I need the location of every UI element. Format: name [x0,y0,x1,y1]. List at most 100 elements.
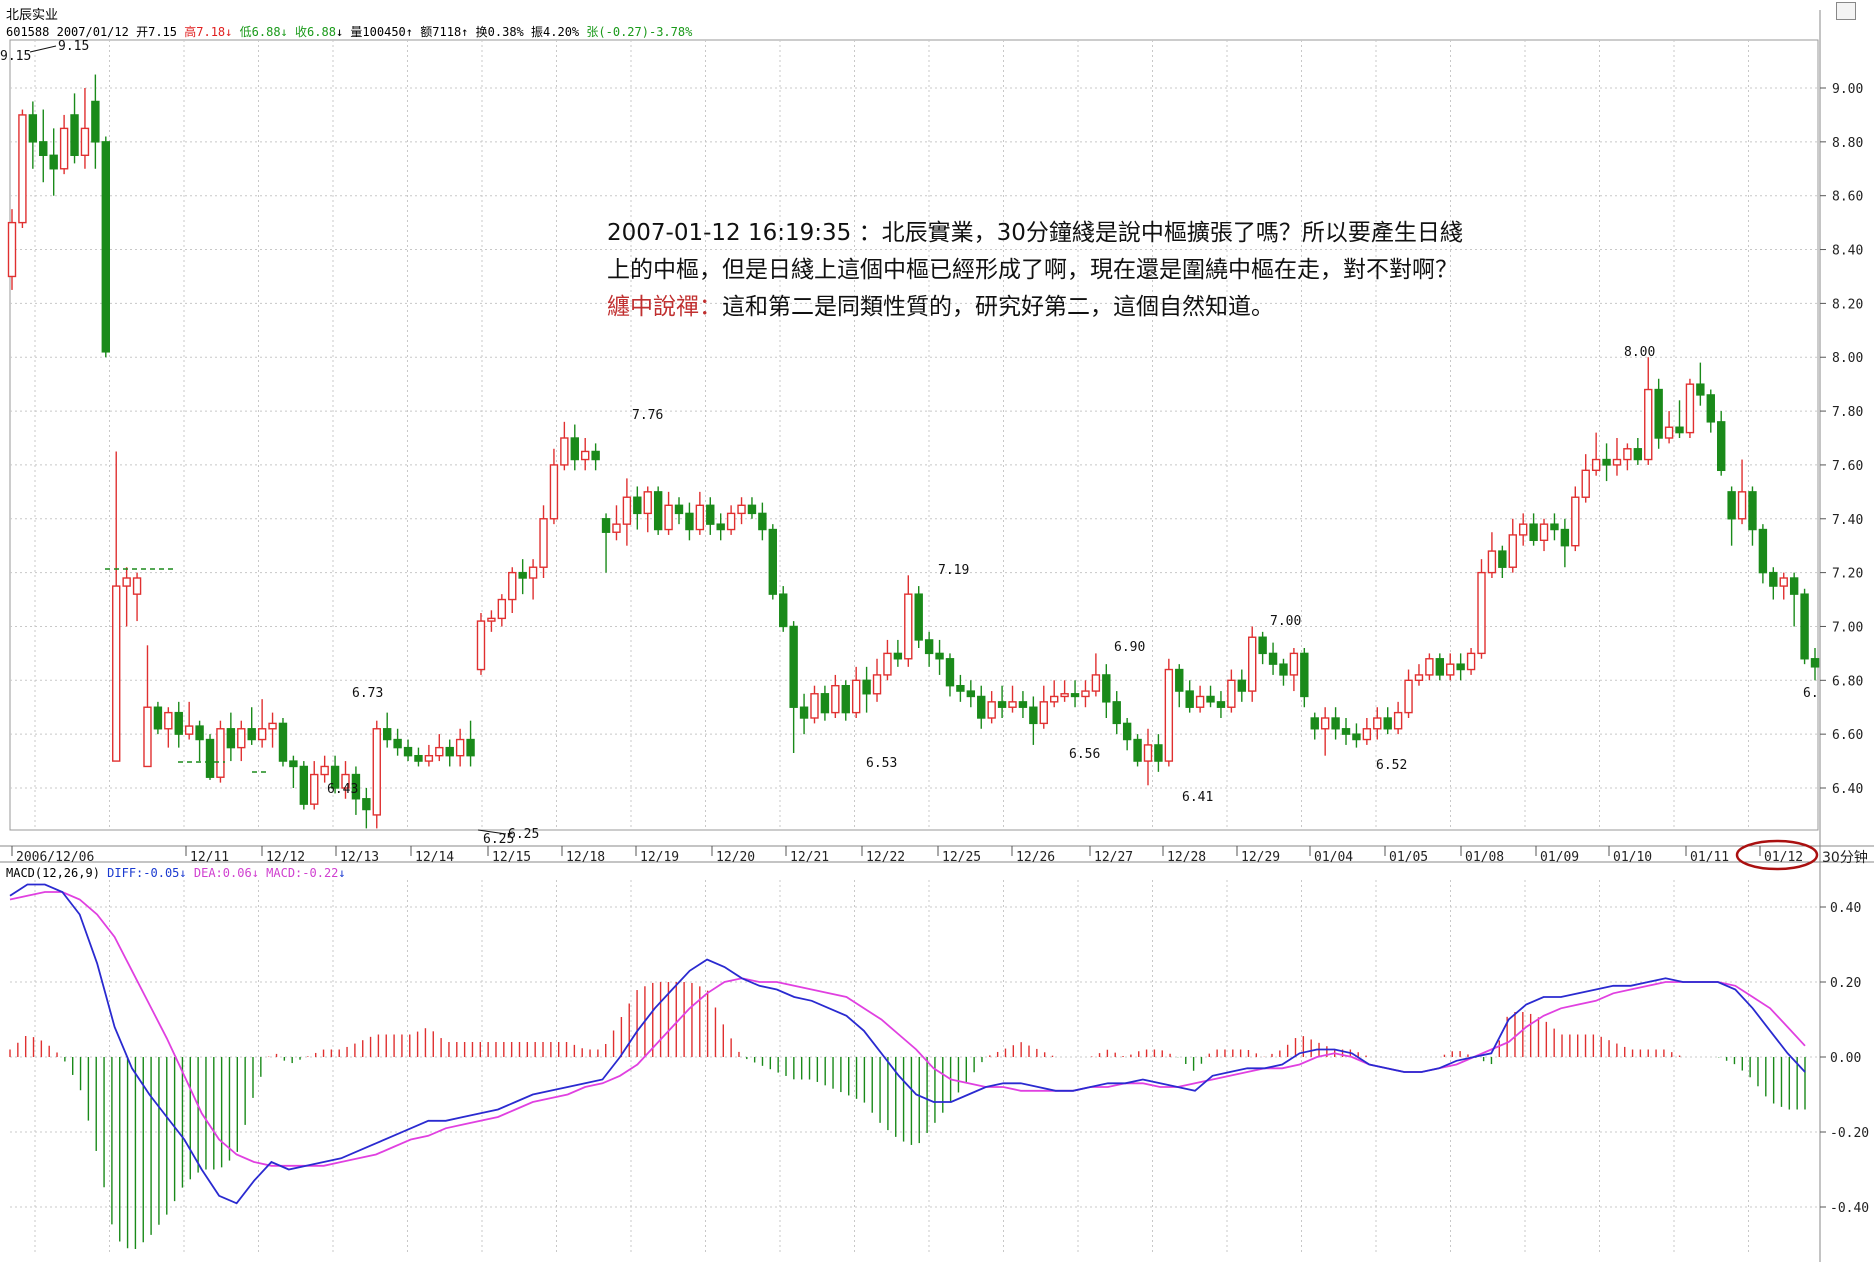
candle-body [1727,491,1736,520]
macd-tick-label: -0.20 [1830,1126,1869,1141]
candle-body [779,593,788,628]
price-tick-label: 7.40 [1832,513,1863,528]
amplitude-value: 4.20% [543,25,580,39]
candle-body [581,450,590,461]
reply-text: 這和第二是同類性質的，研究好第二，這個自然知道。 [722,294,1274,320]
candle-body [1758,528,1768,574]
quote-line: 601588 2007/01/12 开7.15 高7.18↓ 低6.88↓ 收6… [6,25,693,39]
candle-body [330,765,340,789]
toolbox-icon[interactable] [1836,2,1856,20]
candle-body [789,625,798,708]
candle-body [1717,421,1726,472]
candle-body [1644,388,1653,461]
candle-body [70,114,79,157]
change-label: 张 [586,25,599,39]
diff-value: -0.05 [143,866,180,880]
candle-body [1456,663,1465,671]
candle-body [393,738,402,749]
candlestick-series [7,74,1820,829]
time-tick-label: 2006/12/06 [16,850,94,865]
candle-body [403,746,413,757]
candle-body [476,620,486,671]
candle-body [91,100,100,143]
candle-body [914,593,923,641]
candle-body [184,725,194,735]
price-tick-label: 6.40 [1832,782,1863,797]
time-tick-label: 12/26 [1016,850,1055,865]
annotation-line-3: 纏中說禪：這和第二是同類性質的，研究好第二，這個自然知道。 [607,289,1463,326]
low-label: 低 [239,25,252,39]
candle-body [1362,728,1372,741]
candle-body [455,738,465,757]
candle-body [653,491,663,531]
candle-body [945,658,955,687]
candle-body [174,711,183,735]
candle-body [1685,383,1695,434]
time-tick-label: 12/28 [1167,850,1206,865]
candle-body [1779,577,1788,587]
candle-body [924,639,934,655]
time-tick-label: 01/12 [1764,850,1803,865]
candle-body [1737,491,1747,520]
candle-body [1571,496,1580,547]
candle-body [851,679,861,714]
candle-body [935,652,944,660]
candle-body [164,711,173,730]
candle-body [987,701,996,719]
candle-body [382,728,392,741]
candle-body [1352,733,1361,741]
price-axis: 9.00 8.80 8.60 8.40 8.20 8.00 7.80 7.60 7.40 7.20… [10,82,1863,797]
candle-body [112,585,121,762]
price-tick-label: 7.60 [1832,459,1863,474]
right-edge-label: 6. [1803,686,1819,701]
candle-body [101,141,110,353]
price-annotation: 6.73 [352,686,383,701]
time-tick-label: 12/19 [640,850,679,865]
candle-body [956,684,965,692]
candle-body [466,738,475,757]
candle-body [28,114,38,143]
candle-body [1623,448,1632,461]
price-tick-label: 6.60 [1832,728,1863,743]
pointer-line [477,829,507,835]
candle-body [1060,693,1069,698]
candle-body [643,491,652,515]
candle-body [132,577,142,595]
candle-body [205,738,215,778]
diff-label: DIFF: [107,866,144,880]
price-tick-label: 8.40 [1832,244,1863,259]
price-annotation: 7.76 [632,408,663,423]
price-tick-label: 7.20 [1832,567,1863,582]
turnover-label: 换 [475,25,488,39]
candle-body [195,725,204,741]
candle-body [716,523,725,531]
candle-body [893,652,903,660]
close-value: 6.88 [307,25,336,39]
candle-body [1258,636,1267,655]
candle-body [1185,690,1194,708]
candle-body [810,693,819,719]
candle-body [977,695,986,719]
dea-value: 0.06 [222,866,252,880]
time-tick-label: 12/27 [1094,850,1133,865]
time-tick-label: 12/13 [340,850,379,865]
candle-body [591,450,600,461]
candle-body [278,722,288,762]
candle-body [1581,469,1590,498]
price-tick-label: 7.80 [1832,405,1863,420]
candle-body [1133,738,1142,762]
annotation-line-1: 2007-01-12 16:19:35 ：北辰實業，30分鐘綫是說中樞擴張了嗎？… [607,220,1463,246]
open-label: 开 [136,25,149,39]
candle-body [1248,636,1257,692]
candle-body [883,652,892,676]
candle-body [1425,658,1434,676]
time-axis: 2006/12/06 12/11 12/12 12/13 12/14 12/15 12/18… [11,839,1868,871]
time-tick-label: 01/09 [1540,850,1579,865]
price-tick-label: 8.20 [1832,297,1863,312]
candle-body [1018,701,1028,708]
candle-body [1008,701,1017,708]
chart-grid [0,10,1874,1262]
candle-body [247,728,256,741]
candle-body [1539,523,1549,542]
